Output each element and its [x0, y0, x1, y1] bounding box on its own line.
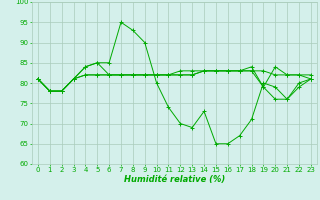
X-axis label: Humidité relative (%): Humidité relative (%): [124, 175, 225, 184]
